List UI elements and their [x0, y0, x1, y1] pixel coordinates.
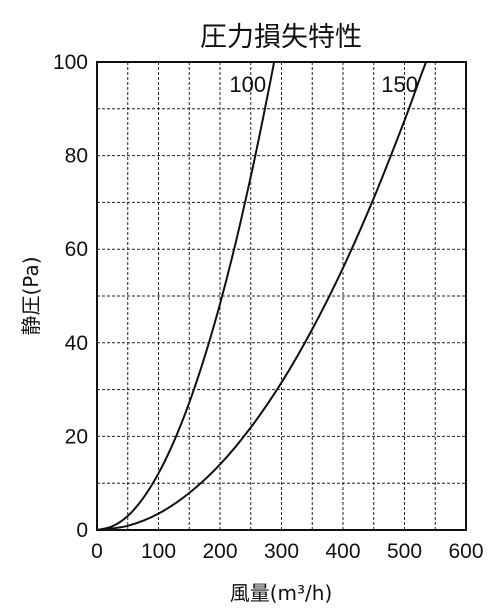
x-tick-label: 0	[91, 540, 103, 563]
x-tick-label: 200	[202, 540, 237, 563]
y-tick-label: 60	[65, 238, 88, 261]
y-axis-label: 静圧(Pa)	[19, 256, 43, 335]
y-tick-labels: 0 20 40 60 80 100	[53, 51, 88, 542]
x-tick-label: 500	[387, 540, 422, 563]
x-tick-label: 600	[448, 540, 483, 563]
series-label-100: 100	[229, 72, 266, 97]
x-tick-labels: 0 100 200 300 400 500 600	[91, 540, 483, 563]
x-tick-label: 400	[325, 540, 360, 563]
y-tick-label: 40	[65, 332, 88, 355]
series-label-150: 150	[381, 72, 418, 97]
y-tick-label: 100	[53, 51, 88, 74]
series-group	[96, 61, 427, 531]
x-tick-label: 100	[141, 540, 176, 563]
y-tick-label: 80	[65, 145, 88, 168]
series-line-100	[96, 61, 276, 531]
plot-frame	[96, 61, 467, 531]
grid	[97, 62, 466, 530]
series-line-150	[96, 61, 427, 531]
x-tick-label: 300	[264, 540, 299, 563]
x-axis-label: 風量(m³/h)	[230, 581, 333, 605]
series-labels: 100 150	[229, 72, 418, 97]
y-tick-label: 0	[76, 519, 88, 542]
y-tick-label: 20	[65, 425, 88, 448]
chart-title: 圧力損失特性	[200, 22, 362, 53]
